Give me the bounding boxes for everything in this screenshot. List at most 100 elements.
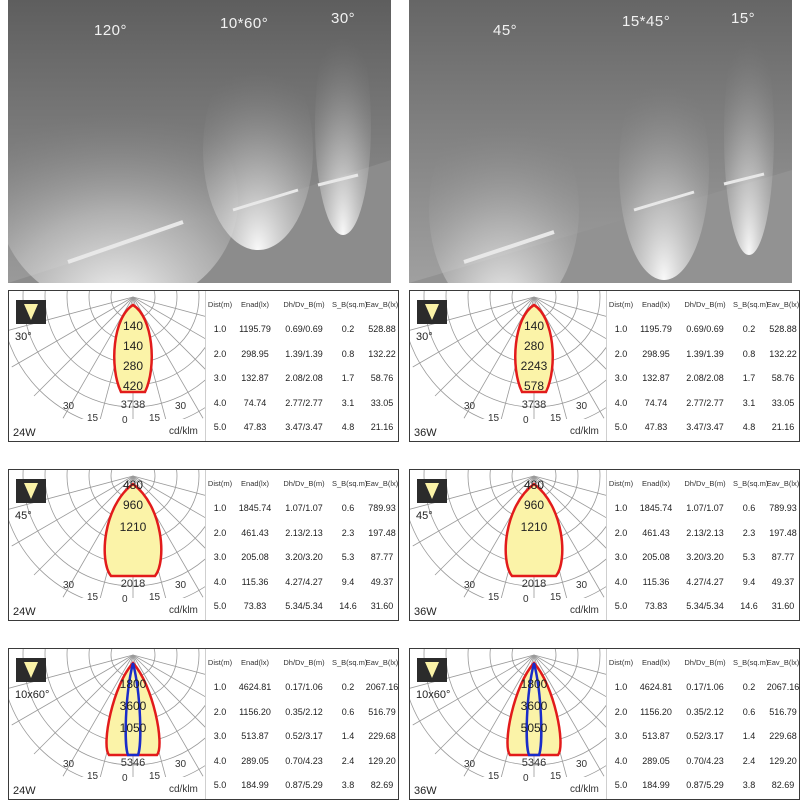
peak-intensity: 5346 <box>120 757 146 769</box>
table-cell: 3.20/3.20 <box>285 552 323 563</box>
angle-tick: 30 <box>175 401 187 412</box>
table-cell: 1.4 <box>341 731 355 742</box>
angle-tick: 0 <box>122 594 128 605</box>
photometric-panel: 30° 24W 140 140 280 420 3738 30 15 0 15 30 cd/klm Dis… <box>8 290 399 442</box>
photometric-panel: 45° 36W 480 960 1210 2018 30 15 0 15 30 cd/klm Dist(… <box>409 469 800 621</box>
column-header: Enad(lx) <box>642 657 670 667</box>
table-cell: 1.0 <box>213 324 227 335</box>
peak-intensity: 3738 <box>120 399 146 411</box>
table-cell: 1.39/1.39 <box>686 348 724 359</box>
photo-label: 120° <box>94 22 128 39</box>
angle-tick: 15 <box>87 592 99 603</box>
table-cell: 47.83 <box>644 422 668 433</box>
column-header: Dh/Dv_B(m) <box>684 299 726 309</box>
table-cell: 0.17/1.06 <box>686 682 724 693</box>
table-cell: 33.05 <box>771 397 795 408</box>
column-header: Dist(m) <box>608 657 634 667</box>
column-header: Dist(m) <box>207 478 233 488</box>
column-header: S_B(sq.m) <box>332 299 368 309</box>
table-cell: 1845.74 <box>639 503 673 514</box>
column-header: Eav_B(lx) <box>365 478 399 488</box>
ring-label: 280 <box>122 359 144 373</box>
table-row: 4.0 115.36 4.27/4.27 9.4 49.37 <box>206 570 400 595</box>
table-cell: 461.43 <box>642 527 670 538</box>
table-cell: 5.34/5.34 <box>285 601 323 612</box>
table-cell: 1.7 <box>341 373 355 384</box>
table-cell: 0.8 <box>742 348 756 359</box>
angle-tick: 15 <box>149 592 161 603</box>
table-row: 1.0 4624.81 0.17/1.06 0.2 2067.16 <box>206 675 400 700</box>
table-cell: 0.70/4.23 <box>285 755 323 766</box>
table-cell: 87.77 <box>771 552 795 563</box>
table-cell: 0.6 <box>341 706 355 717</box>
angle-tick: 15 <box>87 413 99 424</box>
photometric-panel: 10x60° 36W 1800 3600 5050 5346 30 15 0 15 30 cd/klm… <box>409 648 800 800</box>
table-row: 3.0 205.08 3.20/3.20 5.3 87.77 <box>607 545 800 570</box>
ring-label: 140 <box>122 319 144 333</box>
ring-label: 1800 <box>520 677 548 691</box>
table-cell: 2.4 <box>742 755 756 766</box>
table-cell: 229.68 <box>769 731 797 742</box>
ring-label: 960 <box>122 498 144 512</box>
table-cell: 2.13/2.13 <box>686 527 724 538</box>
table-cell: 49.37 <box>771 576 795 587</box>
ring-label: 578 <box>523 379 545 393</box>
table-cell: 132.87 <box>241 373 269 384</box>
ring-label: 960 <box>523 498 545 512</box>
table-cell: 3.8 <box>341 780 355 791</box>
table-header: Dist(m) Enad(lx) Dh/Dv_B(m) S_B(sq.m) Eav_B(… <box>206 649 400 675</box>
table-cell: 1.0 <box>614 324 628 335</box>
peak-intensity: 2018 <box>521 578 547 590</box>
column-header: Dh/Dv_B(m) <box>684 657 726 667</box>
table-row: 2.0 1156.20 0.35/2.12 0.6 516.79 <box>607 700 800 725</box>
angle-tick: 30 <box>175 580 187 591</box>
table-cell: 2.0 <box>213 706 227 717</box>
table-cell: 5.0 <box>614 780 628 791</box>
column-header: Eav_B(lx) <box>365 299 399 309</box>
column-header: S_B(sq.m) <box>332 478 368 488</box>
table-row: 2.0 461.43 2.13/2.13 2.3 197.48 <box>607 521 800 546</box>
illuminance-table: Dist(m) Enad(lx) Dh/Dv_B(m) S_B(sq.m) Eav_B(… <box>205 649 400 799</box>
unit-label: cd/klm <box>570 426 599 437</box>
beam-angle: 10x60° <box>416 689 451 701</box>
table-cell: 789.93 <box>368 503 396 514</box>
table-row: 1.0 1845.74 1.07/1.07 0.6 789.93 <box>206 496 400 521</box>
table-cell: 58.76 <box>771 373 795 384</box>
table-cell: 184.99 <box>642 780 670 791</box>
table-cell: 14.6 <box>740 601 758 612</box>
table-cell: 516.79 <box>769 706 797 717</box>
table-cell: 5.0 <box>614 422 628 433</box>
table-cell: 0.52/3.17 <box>686 731 724 742</box>
table-cell: 5.3 <box>341 552 355 563</box>
photo-label: 45° <box>493 22 518 39</box>
table-row: 3.0 132.87 2.08/2.08 1.7 58.76 <box>607 366 800 391</box>
table-cell: 58.76 <box>370 373 394 384</box>
table-cell: 1.39/1.39 <box>285 348 323 359</box>
beam-icon <box>16 479 46 503</box>
angle-tick: 30 <box>464 580 476 591</box>
table-cell: 2.77/2.77 <box>285 397 323 408</box>
column-header: Dh/Dv_B(m) <box>283 299 325 309</box>
column-header: Enad(lx) <box>241 478 269 488</box>
table-cell: 0.35/2.12 <box>285 706 323 717</box>
ring-label: 2243 <box>520 359 548 373</box>
polar-diagram <box>9 649 205 799</box>
table-cell: 2.3 <box>742 527 756 538</box>
ring-label: 480 <box>122 478 144 492</box>
polar-diagram <box>410 291 606 441</box>
table-cell: 2.0 <box>614 527 628 538</box>
table-cell: 0.87/5.29 <box>285 780 323 791</box>
table-cell: 115.36 <box>241 576 269 587</box>
table-cell: 3.1 <box>341 397 355 408</box>
angle-tick: 30 <box>464 401 476 412</box>
table-cell: 0.2 <box>341 682 355 693</box>
table-row: 1.0 4624.81 0.17/1.06 0.2 2067.16 <box>607 675 800 700</box>
wattage: 36W <box>414 606 437 618</box>
table-cell: 528.88 <box>368 324 396 335</box>
table-cell: 0.2 <box>742 324 756 335</box>
table-cell: 82.69 <box>370 780 394 791</box>
unit-label: cd/klm <box>169 426 198 437</box>
table-cell: 132.87 <box>642 373 670 384</box>
photometric-panel: 10x60° 24W 1800 3600 1050 5346 30 15 0 15 30 cd/klm… <box>8 648 399 800</box>
angle-tick: 15 <box>550 771 562 782</box>
